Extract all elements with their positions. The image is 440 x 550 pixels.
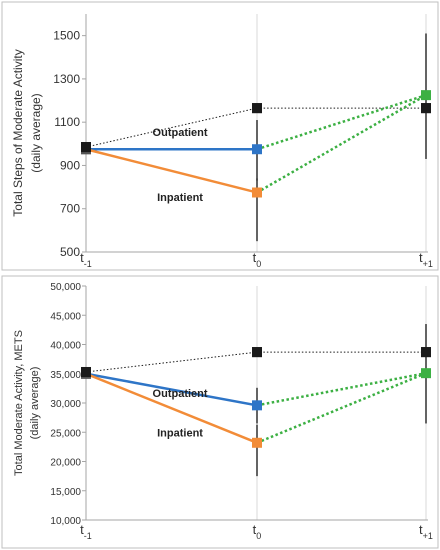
y-tick-label: 40,000 — [50, 341, 81, 352]
y-tick-label: 500 — [60, 245, 80, 259]
chart-panel — [1, 1, 439, 271]
series-line — [256, 372, 427, 444]
y-axis-label-sub: (daily average) — [29, 367, 41, 440]
x-tick-label: t+1 — [419, 250, 433, 269]
y-tick-label: 1100 — [54, 115, 80, 129]
chart-panel — [1, 275, 439, 549]
y-tick-label: 10,000 — [50, 516, 81, 527]
data-point — [421, 347, 431, 358]
data-point — [252, 103, 262, 114]
series-annotation: Outpatient — [153, 388, 208, 400]
data-point — [252, 347, 262, 358]
data-point — [81, 142, 91, 153]
series-annotation: Inpatient — [157, 192, 203, 204]
series-line — [85, 148, 258, 194]
y-tick-label: 15,000 — [50, 487, 81, 498]
y-axis-label: Total Moderate Activity, METS — [13, 330, 25, 476]
y-tick-label: 20,000 — [50, 458, 81, 469]
x-tick-label: t0 — [253, 250, 262, 269]
y-tick-label: 45,000 — [50, 311, 81, 322]
chart-steps: 500 700 900 1100 1300 1500 t-1 t0 t+1 Total Steps… — [1, 1, 439, 271]
y-tick-label: 900 — [60, 158, 80, 172]
data-point — [81, 366, 91, 377]
chart-mets: 10,000 15,000 20,000 25,000 30,000 35,000 40,0… — [1, 275, 439, 549]
y-tick-label: 50,000 — [50, 282, 81, 293]
series-annotation: Inpatient — [157, 427, 203, 439]
data-point — [421, 103, 431, 114]
series-line — [256, 371, 427, 407]
y-tick-label: 30,000 — [50, 399, 81, 410]
y-tick-label: 700 — [60, 202, 80, 216]
data-point — [421, 368, 431, 379]
y-axis-label-sub: (daily average) — [29, 93, 43, 172]
data-point — [252, 187, 262, 198]
y-axis-label: Total Steps of Moderate Activity — [11, 49, 25, 216]
data-point — [252, 437, 262, 448]
y-tick-label: 25,000 — [50, 428, 81, 439]
data-point — [252, 144, 262, 155]
series-line — [85, 372, 258, 407]
x-tick-label: t+1 — [419, 522, 433, 541]
series-line — [85, 372, 258, 444]
data-point — [252, 400, 262, 411]
y-tick-label: 1500 — [53, 29, 80, 43]
x-tick-label: t-1 — [80, 250, 92, 269]
y-tick-label: 35,000 — [50, 370, 81, 381]
data-point — [421, 90, 431, 101]
x-tick-label: t0 — [253, 522, 262, 541]
y-tick-label: 1300 — [53, 72, 80, 86]
x-tick-label: t-1 — [80, 522, 92, 541]
series-annotation: Outpatient — [153, 127, 208, 139]
